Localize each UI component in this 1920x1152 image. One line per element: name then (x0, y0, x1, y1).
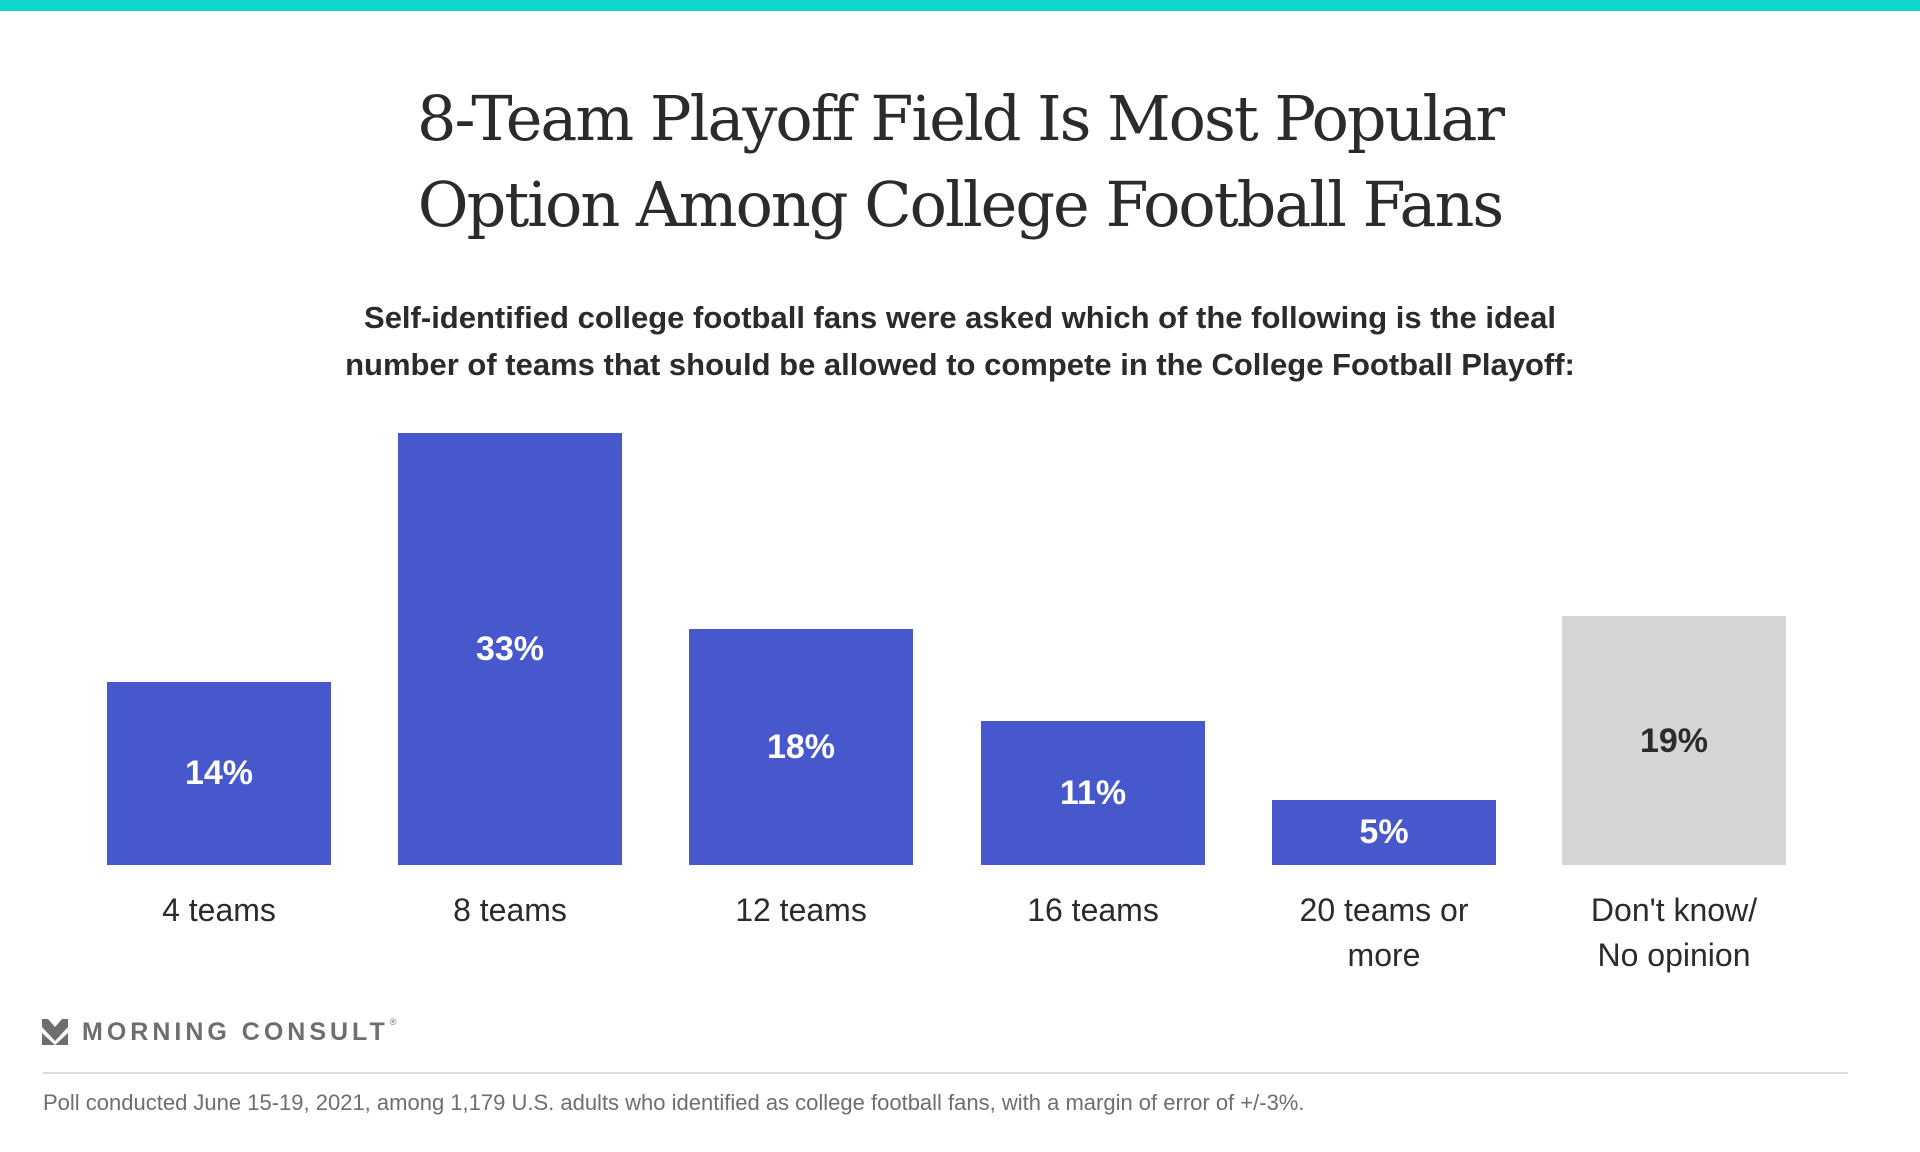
category-label-line: 4 teams (162, 892, 276, 928)
chart-title: 8-Team Playoff Field Is Most Popular Opt… (0, 76, 1920, 248)
value-label-3: 18% (766, 728, 836, 767)
category-label-5: 20 teams or more (1234, 888, 1534, 978)
category-label-line: 20 teams or (1299, 892, 1469, 928)
bar-6 (1562, 616, 1786, 865)
category-label-2: 8 teams (360, 888, 660, 933)
category-label-line: 12 teams (735, 892, 867, 928)
registered-mark: ® (389, 1017, 397, 1027)
chart-title-line-1: 8-Team Playoff Field Is Most Popular (417, 82, 1505, 155)
category-label-6: Don't know/No opinion (1524, 888, 1824, 978)
value-label-2: 33% (475, 629, 545, 668)
chart-subtitle-line-2: number of teams that should be allowed t… (345, 347, 1575, 382)
category-label-1: 4 teams (69, 888, 369, 933)
value-label-5: 5% (1359, 813, 1409, 852)
chart-title-line-2: Option Among College Football Fans (417, 168, 1504, 241)
footer-divider (43, 1072, 1848, 1074)
footer-note: Poll conducted June 15-19, 2021, among 1… (43, 1090, 1305, 1115)
bar-chart: 14% 4 teams 33% 8 teams 18% 12 teams 11% 16 tea… (69, 432, 1824, 978)
value-label-1: 14% (184, 754, 254, 793)
bar-5 (1272, 799, 1496, 865)
value-label-4: 11% (1059, 773, 1127, 812)
value-label-6: 19% (1639, 721, 1709, 760)
category-label-4: 16 teams (943, 888, 1243, 933)
category-label-line: 8 teams (453, 892, 567, 928)
chart-subtitle: Self-identified college football fans we… (0, 294, 1920, 388)
logo-text: MORNING CONSULT (82, 1017, 389, 1046)
bar-1 (107, 681, 331, 865)
category-label-line: Don't know/ (1590, 892, 1758, 928)
category-label-line: No opinion (1597, 937, 1751, 973)
chart-subtitle-line-1: Self-identified college football fans we… (364, 300, 1556, 335)
category-label-line: 16 teams (1027, 892, 1159, 928)
bar-2 (398, 432, 622, 865)
morning-consult-logo: MORNING CONSULT ® (42, 1017, 397, 1046)
category-label-line: more (1347, 937, 1421, 973)
bar-4 (981, 720, 1205, 865)
morning-consult-chevron-icon (42, 1019, 68, 1045)
accent-top-bar (0, 0, 1920, 11)
bar-3 (689, 629, 913, 865)
category-label-3: 12 teams (651, 888, 951, 933)
